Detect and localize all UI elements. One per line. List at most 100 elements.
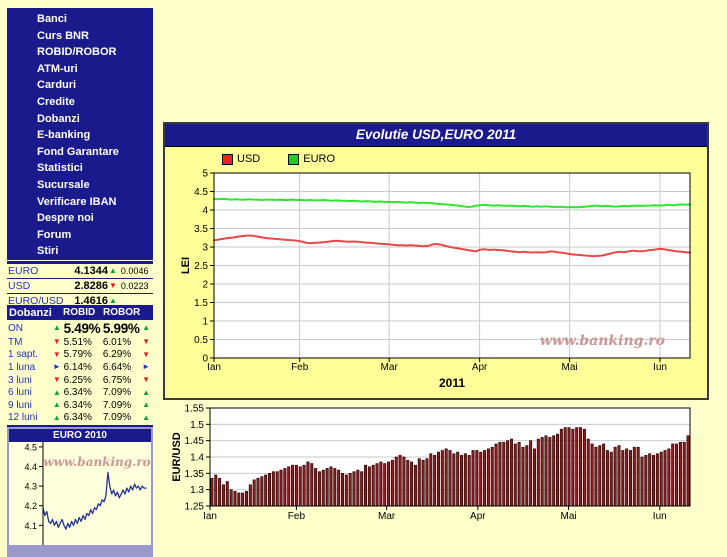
svg-text:Apr: Apr — [470, 511, 486, 522]
menu-item-verificare-iban[interactable]: Verificare IBAN — [37, 195, 117, 208]
svg-text:Mai: Mai — [562, 362, 578, 373]
table-bottom-rule — [7, 425, 153, 429]
robid-value: 5.49% — [63, 320, 101, 336]
dobanzi-row-6luni: 6 luni ▲ 6.34% 7.09% ▲ — [7, 386, 153, 399]
menu-item-e-banking[interactable]: E-banking — [37, 129, 91, 142]
svg-text:2011: 2011 — [439, 376, 465, 390]
rate-change: 0.0223 — [120, 281, 149, 291]
trend-icon: ▲ — [142, 412, 150, 422]
svg-text:1.5: 1.5 — [190, 420, 204, 431]
rate-value: 4.1344 — [74, 265, 108, 277]
dobanzi-row-3luni: 3 luni ▼ 6.25% 6.75% ▼ — [7, 374, 153, 387]
trend-icon: ▼ — [142, 349, 150, 359]
trend-icon: ▼ — [52, 375, 61, 385]
trend-up-icon: ▲ — [109, 296, 117, 305]
svg-text:Apr: Apr — [472, 362, 488, 373]
euro2010-panel: EURO 2010 4.1 4.2 4.3 4.4 4.5 www.banking.ro — [7, 427, 153, 557]
rate-label: USD — [8, 280, 31, 292]
menu-item-sucursale[interactable]: Sucursale — [37, 178, 90, 191]
legend-item-usd: USD — [222, 153, 260, 165]
dobanzi-row-tm: TM ▼ 5.51% 6.01% ▼ — [7, 336, 153, 349]
svg-text:2.5: 2.5 — [194, 261, 208, 272]
dobanzi-row-12luni: 12 luni ▲ 6.34% 7.09% ▲ — [7, 412, 153, 425]
trend-icon: ▲ — [52, 400, 61, 410]
usd-swatch-icon — [222, 153, 233, 165]
robid-value: 5.51% — [63, 336, 92, 348]
svg-text:1.3: 1.3 — [190, 485, 204, 496]
euro2010-title: EURO 2010 — [9, 429, 151, 442]
rate-row-usd: USD 2.8286 ▼ 0.0223 — [7, 279, 153, 294]
svg-text:www.banking.ro: www.banking.ro — [540, 333, 665, 349]
svg-text:Mar: Mar — [378, 511, 396, 522]
trend-icon: ▲ — [52, 412, 61, 422]
robid-value: 5.79% — [63, 349, 92, 361]
svg-text:5: 5 — [202, 169, 208, 180]
robid-value: 6.34% — [63, 412, 92, 424]
robor-col-header: ROBOR — [103, 307, 141, 318]
menu-item-atm-uri[interactable]: ATM-uri — [37, 62, 78, 75]
legend-item-euro: EURO — [288, 153, 335, 165]
euro2010-chart-svg: 4.1 4.2 4.3 4.4 4.5 www.banking.ro — [24, 442, 151, 546]
svg-text:Mar: Mar — [381, 362, 399, 373]
svg-text:1.5: 1.5 — [194, 298, 208, 309]
rate-change: 0.0046 — [120, 266, 149, 276]
menu-item-credite[interactable]: Credite — [37, 95, 75, 108]
robid-value: 6.34% — [63, 399, 92, 411]
robor-value: 7.09% — [102, 387, 132, 399]
robid-value: 6.14% — [63, 361, 92, 373]
row-label: ON — [8, 322, 23, 334]
trend-icon: ▲ — [52, 323, 61, 332]
menu-item-statistici[interactable]: Statistici — [37, 162, 83, 175]
menu-item-despre-noi[interactable]: Despre noi — [37, 212, 94, 225]
main-chart-title: Evolutie USD,EURO 2011 — [165, 124, 707, 147]
trend-icon: ▼ — [52, 349, 61, 359]
robor-value: 5.99% — [102, 320, 140, 336]
trend-icon: ▼ — [142, 375, 150, 385]
svg-text:1: 1 — [202, 317, 208, 328]
menu-item-forum[interactable]: Forum — [37, 228, 72, 241]
svg-text:Ian: Ian — [207, 362, 221, 373]
svg-text:EUR/USD: EUR/USD — [171, 432, 183, 482]
dobanzi-row-1luna: 1 luna ► 6.14% 6.64% ► — [7, 361, 153, 374]
dobanzi-row-1sapt: 1 sapt. ▼ 5.79% 6.29% ▼ — [7, 349, 153, 362]
svg-text:Iun: Iun — [653, 511, 667, 522]
svg-text:0.5: 0.5 — [194, 335, 208, 346]
svg-text:3.5: 3.5 — [194, 224, 208, 235]
menu-item-dobanzi[interactable]: Dobanzi — [37, 112, 80, 125]
row-label: 3 luni — [8, 374, 32, 386]
legend-label-usd: USD — [237, 153, 261, 165]
svg-text:1.35: 1.35 — [185, 469, 205, 480]
dobanzi-row-9luni: 9 luni ▲ 6.34% 7.09% ▲ — [7, 399, 153, 412]
menu-item-stiri[interactable]: Stiri — [37, 245, 59, 258]
menu-item-carduri[interactable]: Carduri — [37, 79, 77, 92]
row-label: 1 luna — [8, 361, 36, 373]
row-label: TM — [8, 336, 23, 348]
svg-text:LEI: LEI — [180, 257, 192, 274]
menu-item-fond-garantare[interactable]: Fond Garantare — [37, 145, 119, 158]
svg-text:4.5: 4.5 — [24, 442, 37, 452]
trend-icon: ▲ — [52, 387, 61, 397]
svg-text:Ian: Ian — [203, 511, 217, 522]
trend-icon: ▼ — [52, 337, 61, 347]
sidebar-menu: Banci Curs BNR ROBID/ROBOR ATM-uri Cardu… — [7, 8, 153, 260]
robid-value: 6.25% — [63, 374, 92, 386]
menu-item-curs-bnr[interactable]: Curs BNR — [37, 29, 89, 42]
menu-item-banci[interactable]: Banci — [37, 13, 67, 25]
row-label: 12 luni — [8, 412, 38, 424]
svg-text:3: 3 — [202, 243, 208, 254]
euro2010-chart: 4.1 4.2 4.3 4.4 4.5 www.banking.ro — [9, 442, 151, 546]
svg-text:4.4: 4.4 — [24, 462, 37, 472]
dobanzi-title: Dobanzi — [9, 306, 52, 319]
row-label: 6 luni — [8, 387, 32, 399]
trend-icon: ▲ — [142, 323, 150, 332]
svg-text:www.banking.ro: www.banking.ro — [43, 455, 150, 469]
menu-item-robid-robor[interactable]: ROBID/ROBOR — [37, 46, 117, 59]
trend-down-icon: ▼ — [109, 281, 117, 290]
svg-text:2: 2 — [202, 280, 208, 291]
svg-text:1.25: 1.25 — [185, 502, 205, 513]
svg-text:Feb: Feb — [288, 511, 306, 522]
eurusd-bar-chart-svg: 1.25 1.3 1.35 1.4 1.45 1.5 1.55 Ian Feb Mar Apr Mai… — [171, 404, 691, 522]
trend-up-icon: ▲ — [109, 266, 117, 275]
trend-icon: ▼ — [142, 337, 150, 347]
robor-value: 7.09% — [102, 399, 132, 411]
